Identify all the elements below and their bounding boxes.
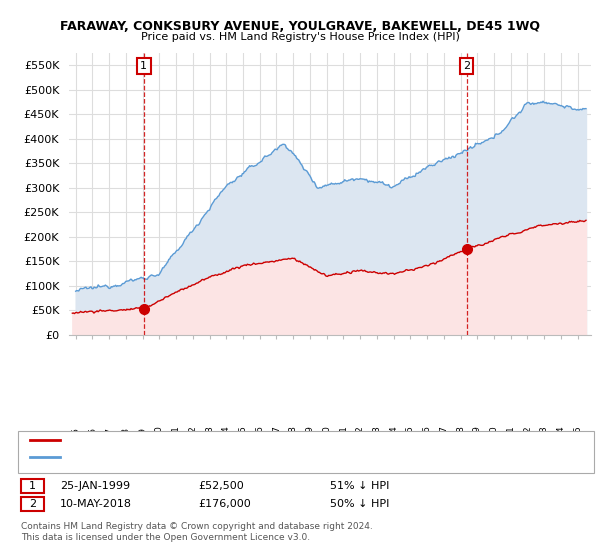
Text: 1996: 1996 (88, 426, 97, 449)
Text: HPI: Average price, detached house, Derbyshire Dales: HPI: Average price, detached house, Derb… (66, 452, 349, 461)
Text: 2016: 2016 (422, 426, 431, 449)
Text: 2020: 2020 (490, 426, 499, 449)
Text: 51% ↓ HPI: 51% ↓ HPI (330, 480, 389, 491)
Text: 2013: 2013 (373, 426, 382, 449)
Text: 2011: 2011 (339, 426, 348, 449)
Text: 2018: 2018 (456, 426, 465, 449)
Text: 2003: 2003 (205, 426, 214, 449)
Text: This data is licensed under the Open Government Licence v3.0.: This data is licensed under the Open Gov… (21, 533, 310, 542)
Text: Price paid vs. HM Land Registry's House Price Index (HPI): Price paid vs. HM Land Registry's House … (140, 32, 460, 43)
Text: 2017: 2017 (439, 426, 448, 449)
Text: 2007: 2007 (272, 426, 281, 449)
Text: 25-JAN-1999: 25-JAN-1999 (60, 480, 130, 491)
Text: 2024: 2024 (556, 426, 565, 448)
Text: 1999: 1999 (138, 426, 147, 449)
Text: FARAWAY, CONKSBURY AVENUE, YOULGRAVE, BAKEWELL, DE45 1WQ: FARAWAY, CONKSBURY AVENUE, YOULGRAVE, BA… (60, 20, 540, 32)
Text: Contains HM Land Registry data © Crown copyright and database right 2024.: Contains HM Land Registry data © Crown c… (21, 522, 373, 531)
Text: 1997: 1997 (104, 426, 113, 449)
Text: 2019: 2019 (473, 426, 482, 449)
Text: 2000: 2000 (155, 426, 164, 449)
Text: 2025: 2025 (573, 426, 582, 449)
Text: 2: 2 (463, 61, 470, 71)
Text: 50% ↓ HPI: 50% ↓ HPI (330, 499, 389, 509)
Text: 2023: 2023 (539, 426, 548, 449)
Text: 2009: 2009 (305, 426, 314, 449)
Text: £52,500: £52,500 (198, 480, 244, 491)
Text: 2005: 2005 (239, 426, 248, 449)
Text: 2022: 2022 (523, 426, 532, 448)
Text: 2012: 2012 (356, 426, 365, 449)
Text: 2006: 2006 (255, 426, 264, 449)
Text: 2004: 2004 (222, 426, 231, 449)
Text: 2002: 2002 (188, 426, 197, 449)
Text: 2008: 2008 (289, 426, 298, 449)
Text: 2001: 2001 (172, 426, 181, 449)
Text: 10-MAY-2018: 10-MAY-2018 (60, 499, 132, 509)
Text: £176,000: £176,000 (198, 499, 251, 509)
Text: 2021: 2021 (506, 426, 515, 449)
Text: 1998: 1998 (121, 426, 130, 449)
Text: 2: 2 (29, 499, 36, 509)
Text: 2015: 2015 (406, 426, 415, 449)
Text: 1: 1 (140, 61, 147, 71)
Text: 1: 1 (29, 480, 36, 491)
Text: 2014: 2014 (389, 426, 398, 449)
Text: FARAWAY, CONKSBURY AVENUE, YOULGRAVE, BAKEWELL, DE45 1WQ (detached house): FARAWAY, CONKSBURY AVENUE, YOULGRAVE, BA… (66, 435, 518, 445)
Text: 1995: 1995 (71, 426, 80, 449)
Text: 2010: 2010 (322, 426, 331, 449)
